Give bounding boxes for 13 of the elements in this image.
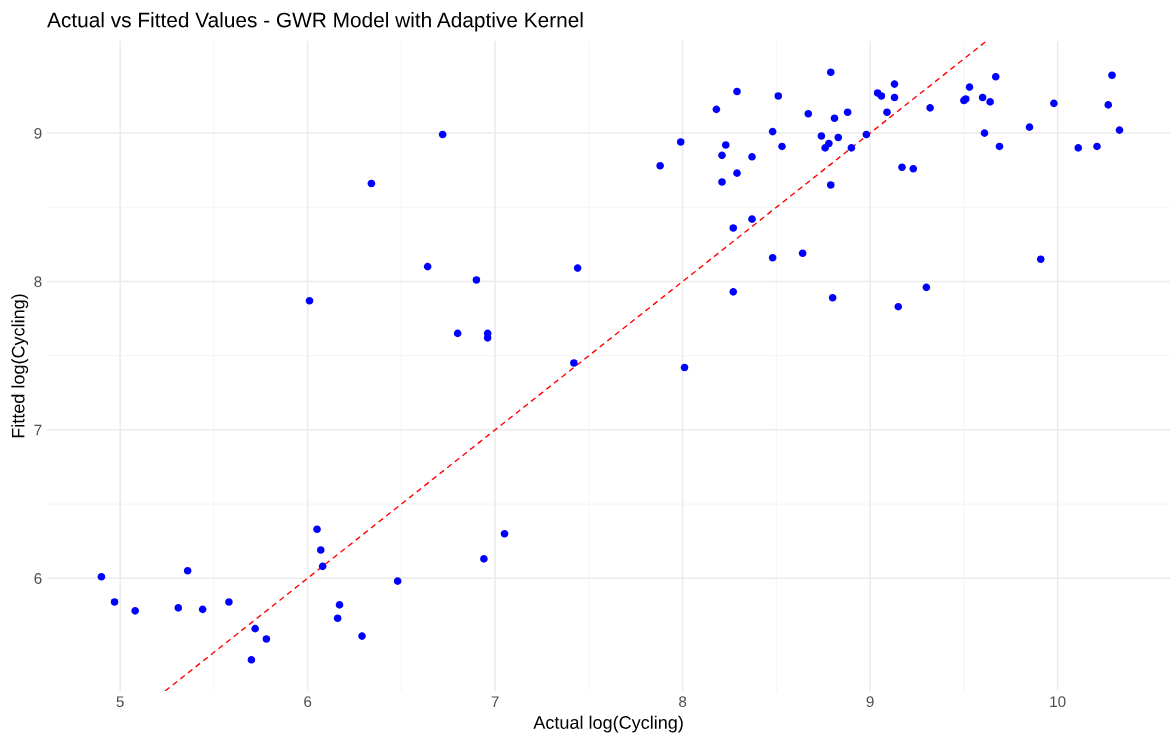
y-tick-label: 6 [34, 573, 42, 584]
y-tick-label: 8 [34, 276, 42, 288]
x-tick-label: 8 [679, 696, 687, 708]
x-tick-label: 10 [1050, 696, 1066, 708]
x-axis-title: Actual log(Cycling) [533, 715, 683, 733]
chart-title: Actual vs Fitted Values - GWR Model with Adaptive Kernel [47, 12, 583, 32]
x-tick-label: 5 [116, 696, 124, 708]
x-tick-label: 9 [866, 696, 874, 708]
y-tick-label: 7 [34, 424, 42, 436]
x-tick-label: 7 [491, 696, 499, 707]
x-tick-label: 6 [304, 696, 312, 708]
y-tick-label: 9 [34, 127, 42, 139]
y-axis-title: Fitted log(Cycling) [11, 294, 29, 438]
